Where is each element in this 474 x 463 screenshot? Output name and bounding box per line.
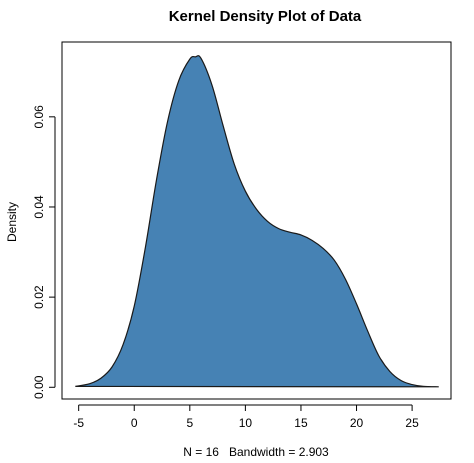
x-tick-label: 15 xyxy=(294,416,308,430)
chart-title: Kernel Density Plot of Data xyxy=(169,8,362,25)
x-axis-label: N = 16 Bandwidth = 2.903 xyxy=(183,445,329,459)
y-tick-label: 0.04 xyxy=(32,195,46,219)
x-tick-label: 0 xyxy=(131,416,138,430)
plot-frame xyxy=(61,41,452,400)
y-tick-label: 0.02 xyxy=(32,285,46,309)
y-tick-label: 0.06 xyxy=(32,105,46,129)
x-tick-label: 25 xyxy=(405,416,419,430)
density-curve-area xyxy=(75,55,439,388)
x-tick-label: 5 xyxy=(186,416,193,430)
x-tick-label: 20 xyxy=(350,416,364,430)
y-tick-label: 0.00 xyxy=(32,375,46,399)
x-axis: -5 0 5 10 15 20 25 xyxy=(73,404,419,430)
y-axis-label: Density xyxy=(5,202,19,242)
x-tick-label: -5 xyxy=(73,416,84,430)
y-axis: 0.00 0.02 0.04 0.06 xyxy=(32,105,56,399)
x-tick-label: 10 xyxy=(239,416,253,430)
